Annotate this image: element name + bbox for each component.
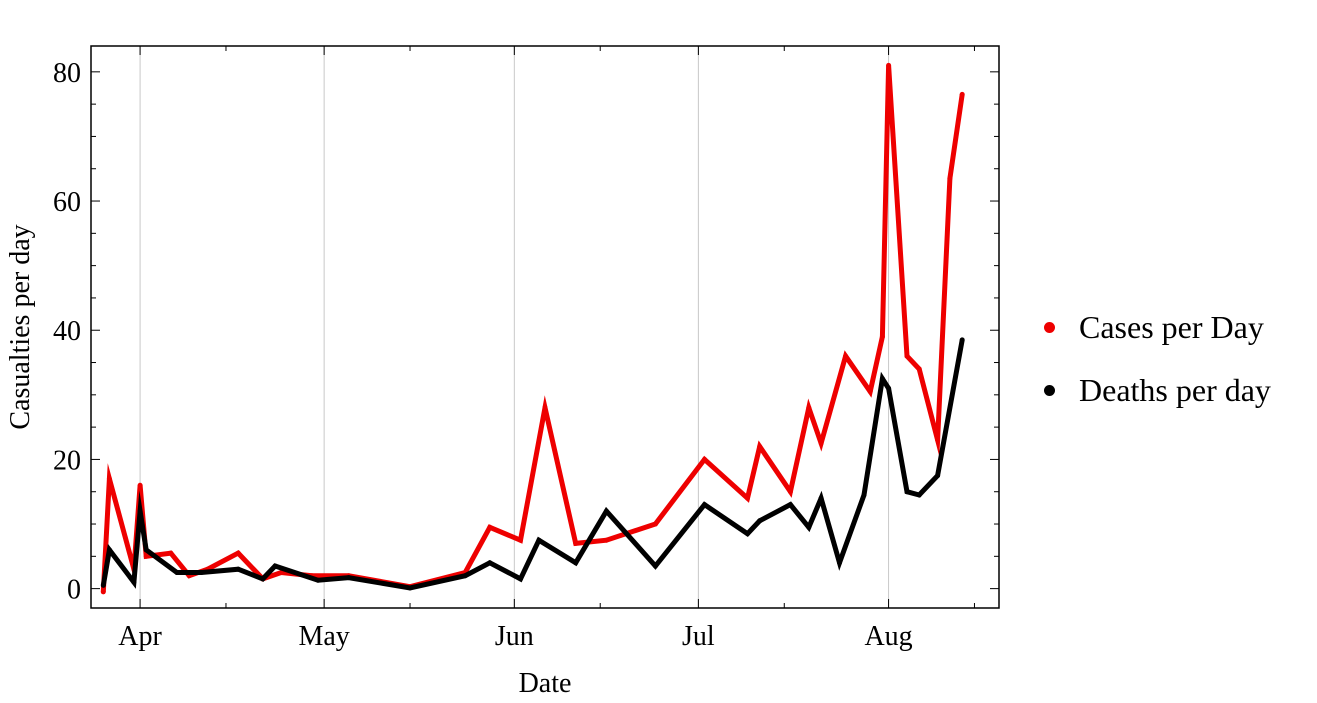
deaths-point (536, 537, 542, 543)
axis-ticks (91, 46, 999, 608)
deaths-point (916, 492, 922, 498)
x-tick-label: Jul (682, 621, 715, 652)
cases-point (137, 482, 143, 488)
cases-point (806, 405, 812, 411)
cases-point (702, 456, 707, 462)
deaths-point (935, 473, 941, 479)
deaths-point (837, 560, 842, 566)
cases-point (168, 550, 174, 556)
cases-point (757, 444, 763, 449)
cases-point (745, 495, 750, 501)
deaths-point (904, 489, 910, 495)
legend-item-cases: Cases per Day (1044, 296, 1271, 359)
deaths-point (787, 502, 793, 508)
plot-frame (90, 45, 1000, 609)
cases-point (235, 550, 241, 556)
deaths-legend-marker (1044, 385, 1055, 396)
cases-point (100, 589, 106, 595)
deaths-point (487, 560, 493, 566)
deaths-point (143, 547, 149, 553)
cases-point (818, 440, 824, 446)
deaths-point (879, 376, 885, 382)
cases-point (886, 62, 892, 68)
deaths-point (137, 508, 143, 514)
deaths-point (235, 566, 241, 572)
y-tick-label: 0 (67, 575, 81, 606)
deaths-point (652, 563, 658, 569)
cases-point (652, 521, 658, 527)
cases-legend-marker (1044, 322, 1055, 333)
deaths-point (818, 495, 824, 501)
deaths-point (959, 337, 965, 343)
legend-label-deaths: Deaths per day (1079, 372, 1271, 408)
deaths-point (174, 570, 180, 575)
cases-point (603, 537, 609, 543)
cases-point (947, 175, 953, 181)
cases-point (904, 353, 910, 359)
cases-point (867, 389, 873, 395)
deaths-line (100, 339, 965, 591)
deaths-point (745, 531, 750, 537)
cases-point (542, 405, 548, 411)
cases-point (278, 570, 284, 575)
cases-line (100, 65, 965, 593)
deaths-point (886, 385, 892, 391)
cases-point (106, 476, 112, 482)
x-tick-label: Apr (118, 621, 162, 652)
cases-point (143, 553, 149, 559)
deaths-point (861, 492, 867, 498)
deaths-point (106, 547, 112, 553)
series-cases (100, 62, 965, 595)
y-tick-label: 80 (53, 58, 81, 89)
cases-point (843, 353, 849, 359)
y-tick-label: 40 (53, 316, 81, 347)
deaths-point (757, 518, 763, 524)
y-tick-label: 60 (53, 187, 81, 218)
cases-point (916, 366, 922, 372)
deaths-point (131, 579, 137, 585)
tick-labels: Apr May Jun Jul Aug 0 20 40 60 80 (53, 58, 913, 652)
deaths-point (462, 573, 468, 579)
deaths-point (573, 560, 579, 566)
cases-point (787, 489, 793, 495)
cases-point (518, 537, 523, 543)
x-tick-label: Aug (864, 621, 912, 652)
x-tick-label: Jun (495, 621, 534, 652)
deaths-point (518, 576, 523, 582)
cases-point (959, 91, 965, 97)
cases-point (879, 334, 885, 340)
deaths-point (315, 577, 321, 583)
deaths-point (603, 508, 609, 514)
y-tick-label: 20 (53, 445, 81, 476)
cases-point (935, 437, 941, 443)
grid-lines (139, 46, 890, 608)
cases-point (573, 540, 579, 546)
x-axis-title: Date (519, 668, 572, 699)
y-axis-title: Casualties per day (5, 224, 36, 429)
deaths-point (346, 575, 352, 581)
deaths-point (100, 582, 106, 588)
legend-label-cases: Cases per Day (1079, 309, 1264, 345)
deaths-point (198, 570, 204, 575)
cases-point (487, 524, 493, 530)
x-tick-label: May (298, 621, 349, 652)
series-lines (100, 62, 965, 595)
legend-item-deaths: Deaths per day (1044, 359, 1271, 422)
deaths-point (806, 524, 812, 530)
deaths-point (272, 563, 278, 569)
deaths-point (407, 585, 413, 591)
deaths-point (260, 576, 266, 582)
series-deaths (100, 337, 965, 591)
deaths-point (702, 502, 707, 508)
legend: Cases per Day Deaths per day (1044, 296, 1271, 422)
